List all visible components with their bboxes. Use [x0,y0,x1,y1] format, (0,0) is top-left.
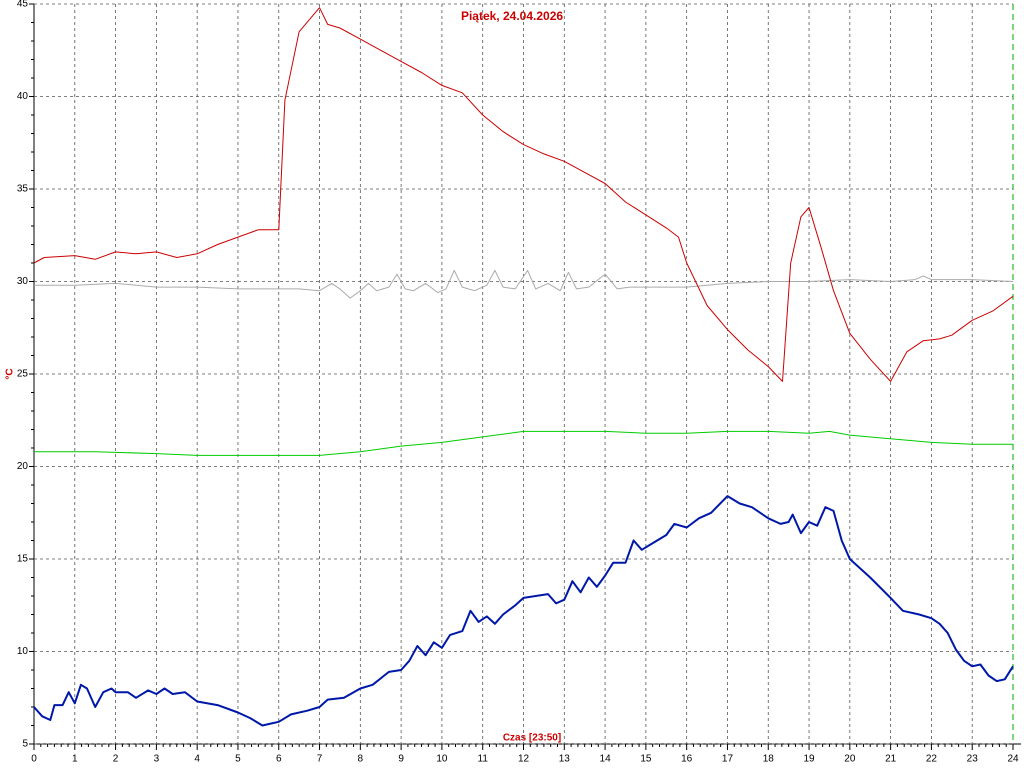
x-tick-label: 18 [763,754,775,765]
x-tick-label: 5 [235,754,241,765]
x-tick-label: 4 [194,754,200,765]
y-tick-label: 5 [22,739,28,750]
chart-title: Piątek, 24.04.2026 [461,9,563,23]
y-axis-label: °C [5,368,16,379]
y-tick-label: 20 [17,461,29,472]
x-tick-label: 3 [154,754,160,765]
series-line [33,495,1014,727]
x-tick-label: 6 [276,754,282,765]
x-tick-label: 9 [398,754,404,765]
series-line [34,430,1013,456]
x-tick-label: 19 [803,754,815,765]
x-tick-label: 13 [559,754,571,765]
y-tick-label: 40 [17,91,29,102]
x-tick-label: 7 [317,754,323,765]
x-tick-label: 1 [72,754,78,765]
y-tick-label: 25 [17,369,29,380]
series-line [33,7,1014,382]
x-tick-label: 17 [722,754,734,765]
x-tick-label: 2 [113,754,119,765]
x-tick-label: 11 [478,754,489,765]
y-tick-label: 45 [17,0,29,10]
x-tick-label: 21 [885,754,897,765]
x-tick-label: 24 [1007,754,1019,765]
x-tick-label: 20 [844,754,856,765]
x-tick-label: 0 [31,754,37,765]
x-tick-label: 15 [640,754,652,765]
x-tick-label: 23 [967,754,979,765]
y-tick-label: 10 [17,646,29,657]
x-tick-label: 14 [600,754,612,765]
x-tick-label: 16 [681,754,693,765]
x-tick-label: 8 [358,754,364,765]
x-tick-label: 10 [436,754,448,765]
y-tick-label: 35 [17,184,29,195]
series-line [34,269,1014,299]
y-tick-label: 30 [17,276,29,287]
y-tick-label: 15 [17,554,29,565]
x-tick-label: 12 [518,754,530,765]
x-tick-label: 22 [926,754,938,765]
x-axis-label: Czas [23:50] [503,733,561,744]
